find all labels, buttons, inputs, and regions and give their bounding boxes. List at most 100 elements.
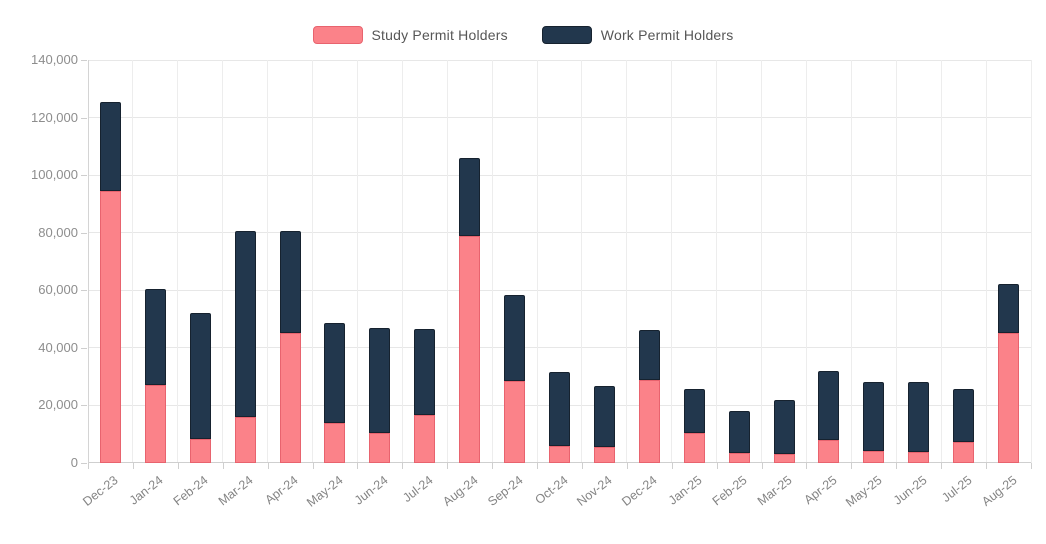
study-permit-segment[interactable] xyxy=(144,385,166,463)
x-axis-tick xyxy=(626,463,628,469)
study-permit-segment[interactable] xyxy=(638,379,660,463)
x-axis-label-mar-25: Mar-25 xyxy=(754,473,795,509)
study-permit-segment[interactable] xyxy=(683,433,705,463)
study-permit-segment[interactable] xyxy=(234,416,256,463)
bar-feb-24[interactable] xyxy=(189,60,211,463)
bar-apr-25[interactable] xyxy=(818,60,840,463)
study-permit-segment[interactable] xyxy=(998,333,1020,463)
study-permit-segment[interactable] xyxy=(414,414,436,463)
study-permit-segment[interactable] xyxy=(549,446,570,463)
study-permit-segment[interactable] xyxy=(593,447,615,463)
bar-mar-24[interactable] xyxy=(234,60,256,463)
work-permit-segment[interactable] xyxy=(953,388,975,442)
x-gridline xyxy=(895,60,897,463)
y-axis-line xyxy=(88,60,89,463)
y-axis-label: 40,000 xyxy=(38,339,78,355)
x-gridline xyxy=(446,60,448,463)
study-permit-segment[interactable] xyxy=(773,454,795,463)
work-permit-segment[interactable] xyxy=(369,327,391,433)
y-axis-label: 80,000 xyxy=(38,224,78,240)
work-permit-segment[interactable] xyxy=(504,294,526,381)
y-axis-tick xyxy=(81,175,87,177)
x-axis-label-aug-24: Aug-24 xyxy=(439,473,481,509)
study-permit-segment[interactable] xyxy=(504,380,526,463)
x-axis-label-may-25: May-25 xyxy=(842,473,885,510)
bar-feb-25[interactable] xyxy=(728,60,750,463)
y-axis-tick xyxy=(81,347,87,349)
work-permit-segment[interactable] xyxy=(234,231,256,417)
x-gridline xyxy=(581,60,583,463)
y-axis-label: 140,000 xyxy=(31,52,78,67)
legend-item-study-permit-holders[interactable]: Study Permit Holders xyxy=(312,26,508,44)
work-permit-segment[interactable] xyxy=(773,400,795,455)
bar-oct-24[interactable] xyxy=(549,60,570,463)
study-permit-segment[interactable] xyxy=(818,439,840,463)
work-permit-segment[interactable] xyxy=(728,410,750,454)
x-axis-tick xyxy=(671,463,673,469)
y-gridline xyxy=(88,59,1031,61)
study-permit-segment[interactable] xyxy=(369,432,391,463)
x-axis-tick xyxy=(537,463,539,469)
study-permit-segment[interactable] xyxy=(189,438,211,463)
work-permit-segment[interactable] xyxy=(908,382,930,453)
x-axis-label-jan-25: Jan-25 xyxy=(666,473,705,508)
work-permit-segment[interactable] xyxy=(189,313,211,439)
x-gridline xyxy=(761,60,763,463)
work-permit-segment[interactable] xyxy=(593,385,615,448)
study-permit-segment[interactable] xyxy=(324,423,346,463)
study-permit-segment[interactable] xyxy=(728,453,750,463)
bar-aug-25[interactable] xyxy=(998,60,1020,463)
work-permit-segment[interactable] xyxy=(638,330,660,380)
x-axis-tick xyxy=(357,463,359,469)
work-permit-segment[interactable] xyxy=(144,288,166,386)
x-gridline xyxy=(312,60,314,463)
work-permit-segment[interactable] xyxy=(459,158,481,236)
work-permit-segment[interactable] xyxy=(683,388,705,434)
x-gridline xyxy=(401,60,403,463)
work-permit-segment[interactable] xyxy=(549,371,570,447)
bar-aug-24[interactable] xyxy=(459,60,481,463)
x-axis-tick xyxy=(312,463,314,469)
x-axis-tick xyxy=(222,463,224,469)
y-gridline xyxy=(88,174,1031,176)
x-axis-label-jun-25: Jun-25 xyxy=(890,473,930,508)
bar-sep-24[interactable] xyxy=(504,60,526,463)
bar-dec-23[interactable] xyxy=(99,60,121,463)
bar-jul-24[interactable] xyxy=(414,60,436,463)
bar-may-25[interactable] xyxy=(863,60,885,463)
x-axis-tick xyxy=(851,463,853,469)
study-permit-segment[interactable] xyxy=(953,441,975,463)
bar-nov-24[interactable] xyxy=(593,60,615,463)
study-permit-segment[interactable] xyxy=(459,235,481,463)
x-axis-label-aug-25: Aug-25 xyxy=(978,473,1020,509)
x-axis-label-jan-24: Jan-24 xyxy=(127,473,166,508)
work-permit-segment[interactable] xyxy=(279,231,301,334)
x-axis-tick xyxy=(896,463,898,469)
work-permit-segment[interactable] xyxy=(99,101,121,191)
study-permit-segment[interactable] xyxy=(863,450,885,463)
x-gridline xyxy=(985,60,987,463)
bar-jan-24[interactable] xyxy=(144,60,166,463)
work-permit-segment[interactable] xyxy=(863,382,885,451)
work-permit-segment[interactable] xyxy=(414,329,436,415)
x-axis-label-feb-24: Feb-24 xyxy=(171,473,211,509)
bar-dec-24[interactable] xyxy=(638,60,660,463)
work-permit-segment[interactable] xyxy=(818,370,840,440)
work-permit-segment[interactable] xyxy=(324,322,346,424)
legend-item-work-permit-holders[interactable]: Work Permit Holders xyxy=(541,26,734,44)
bar-jun-25[interactable] xyxy=(908,60,930,463)
y-axis-tick xyxy=(81,232,87,234)
bar-jan-25[interactable] xyxy=(683,60,705,463)
bar-jun-24[interactable] xyxy=(369,60,391,463)
study-permit-segment[interactable] xyxy=(279,333,301,463)
bar-mar-25[interactable] xyxy=(773,60,795,463)
bar-apr-24[interactable] xyxy=(279,60,301,463)
bar-jul-25[interactable] xyxy=(953,60,975,463)
x-axis-tick xyxy=(986,463,988,469)
study-permit-segment[interactable] xyxy=(908,452,930,463)
work-permit-segment[interactable] xyxy=(998,283,1020,334)
bar-may-24[interactable] xyxy=(324,60,346,463)
x-axis-tick xyxy=(88,463,89,469)
study-permit-segment[interactable] xyxy=(99,190,121,463)
